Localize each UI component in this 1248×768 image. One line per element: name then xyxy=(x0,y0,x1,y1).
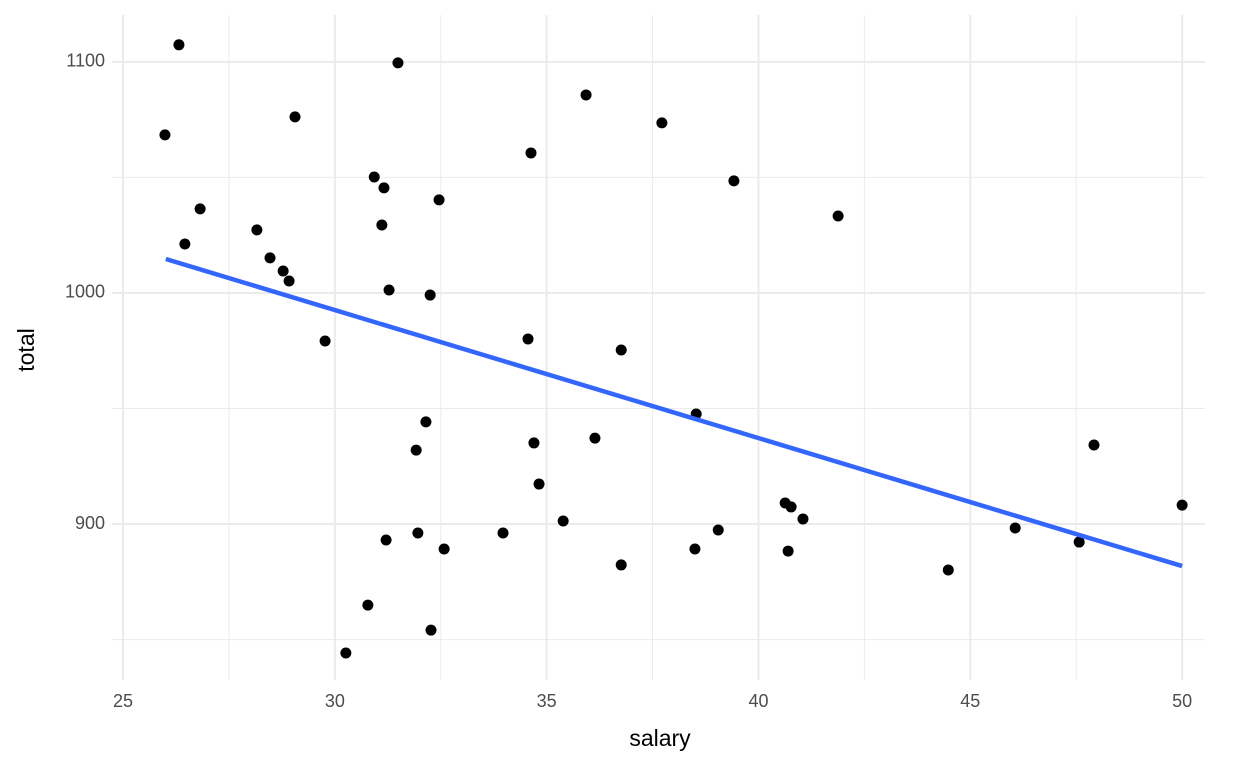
point xyxy=(277,265,289,277)
point xyxy=(615,559,627,571)
point xyxy=(173,39,185,51)
point xyxy=(179,238,191,250)
point xyxy=(728,175,740,187)
x-tick-label: 40 xyxy=(748,691,768,711)
point xyxy=(615,344,627,356)
x-tick-label: 35 xyxy=(537,691,557,711)
point xyxy=(528,437,540,449)
point xyxy=(712,524,724,536)
point xyxy=(264,252,276,264)
point xyxy=(557,515,569,527)
point xyxy=(289,111,301,123)
point xyxy=(785,501,797,513)
point xyxy=(159,129,171,141)
point xyxy=(1073,536,1085,548)
point xyxy=(251,224,263,236)
point xyxy=(497,527,509,539)
point xyxy=(1176,499,1188,511)
point xyxy=(425,624,437,636)
point xyxy=(424,289,436,301)
point xyxy=(412,527,424,539)
y-axis-title: total xyxy=(13,328,39,371)
point xyxy=(525,147,537,159)
point xyxy=(368,171,380,183)
point xyxy=(522,333,534,345)
x-tick-label: 45 xyxy=(960,691,980,711)
point xyxy=(383,284,395,296)
point xyxy=(283,275,295,287)
y-tick-label: 1100 xyxy=(66,51,105,71)
point xyxy=(1009,522,1021,534)
point xyxy=(589,432,601,444)
point xyxy=(380,534,392,546)
x-tick-label: 30 xyxy=(325,691,345,711)
point xyxy=(689,543,701,555)
point xyxy=(797,513,809,525)
point xyxy=(438,543,450,555)
point xyxy=(420,416,432,428)
x-tick-label: 25 xyxy=(113,691,133,711)
y-tick-label: 900 xyxy=(75,513,105,533)
trend-line xyxy=(165,256,1183,569)
point xyxy=(832,210,844,222)
x-axis-title: salary xyxy=(629,725,691,751)
point xyxy=(580,89,592,101)
point xyxy=(378,182,390,194)
point xyxy=(533,478,545,490)
point xyxy=(362,599,374,611)
point xyxy=(194,203,206,215)
point xyxy=(392,57,404,69)
point xyxy=(656,117,668,129)
point xyxy=(376,219,388,231)
point xyxy=(410,444,422,456)
point xyxy=(942,564,954,576)
y-tick-label: 1000 xyxy=(65,282,105,302)
point xyxy=(782,545,794,557)
point xyxy=(1088,439,1100,451)
point xyxy=(340,647,352,659)
point xyxy=(319,335,331,347)
point xyxy=(433,194,445,206)
x-tick-label: 50 xyxy=(1172,691,1192,711)
